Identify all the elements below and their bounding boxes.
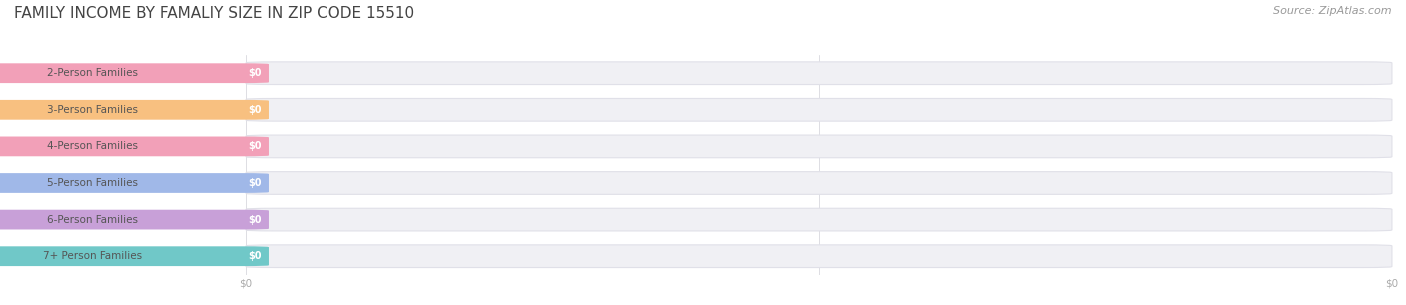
FancyBboxPatch shape bbox=[246, 62, 1392, 84]
Text: $0: $0 bbox=[249, 251, 262, 261]
Text: 4-Person Families: 4-Person Families bbox=[48, 142, 138, 151]
FancyBboxPatch shape bbox=[246, 99, 1392, 121]
FancyBboxPatch shape bbox=[0, 173, 269, 193]
FancyBboxPatch shape bbox=[0, 246, 269, 266]
FancyBboxPatch shape bbox=[0, 210, 269, 229]
Text: 5-Person Families: 5-Person Families bbox=[48, 178, 138, 188]
FancyBboxPatch shape bbox=[246, 135, 1392, 158]
FancyBboxPatch shape bbox=[246, 172, 1392, 194]
Text: $0: $0 bbox=[249, 215, 262, 224]
Text: $0: $0 bbox=[249, 105, 262, 115]
Text: $0: $0 bbox=[249, 178, 262, 188]
Text: 7+ Person Families: 7+ Person Families bbox=[44, 251, 142, 261]
FancyBboxPatch shape bbox=[0, 137, 269, 156]
Text: 6-Person Families: 6-Person Families bbox=[48, 215, 138, 224]
Text: 3-Person Families: 3-Person Families bbox=[48, 105, 138, 115]
Text: $0: $0 bbox=[249, 142, 262, 151]
Text: 2-Person Families: 2-Person Families bbox=[48, 68, 138, 78]
Text: $0: $0 bbox=[249, 68, 262, 78]
FancyBboxPatch shape bbox=[246, 245, 1392, 267]
FancyBboxPatch shape bbox=[0, 63, 269, 83]
Text: FAMILY INCOME BY FAMALIY SIZE IN ZIP CODE 15510: FAMILY INCOME BY FAMALIY SIZE IN ZIP COD… bbox=[14, 6, 415, 21]
FancyBboxPatch shape bbox=[0, 100, 269, 120]
Text: Source: ZipAtlas.com: Source: ZipAtlas.com bbox=[1274, 6, 1392, 16]
FancyBboxPatch shape bbox=[246, 208, 1392, 231]
